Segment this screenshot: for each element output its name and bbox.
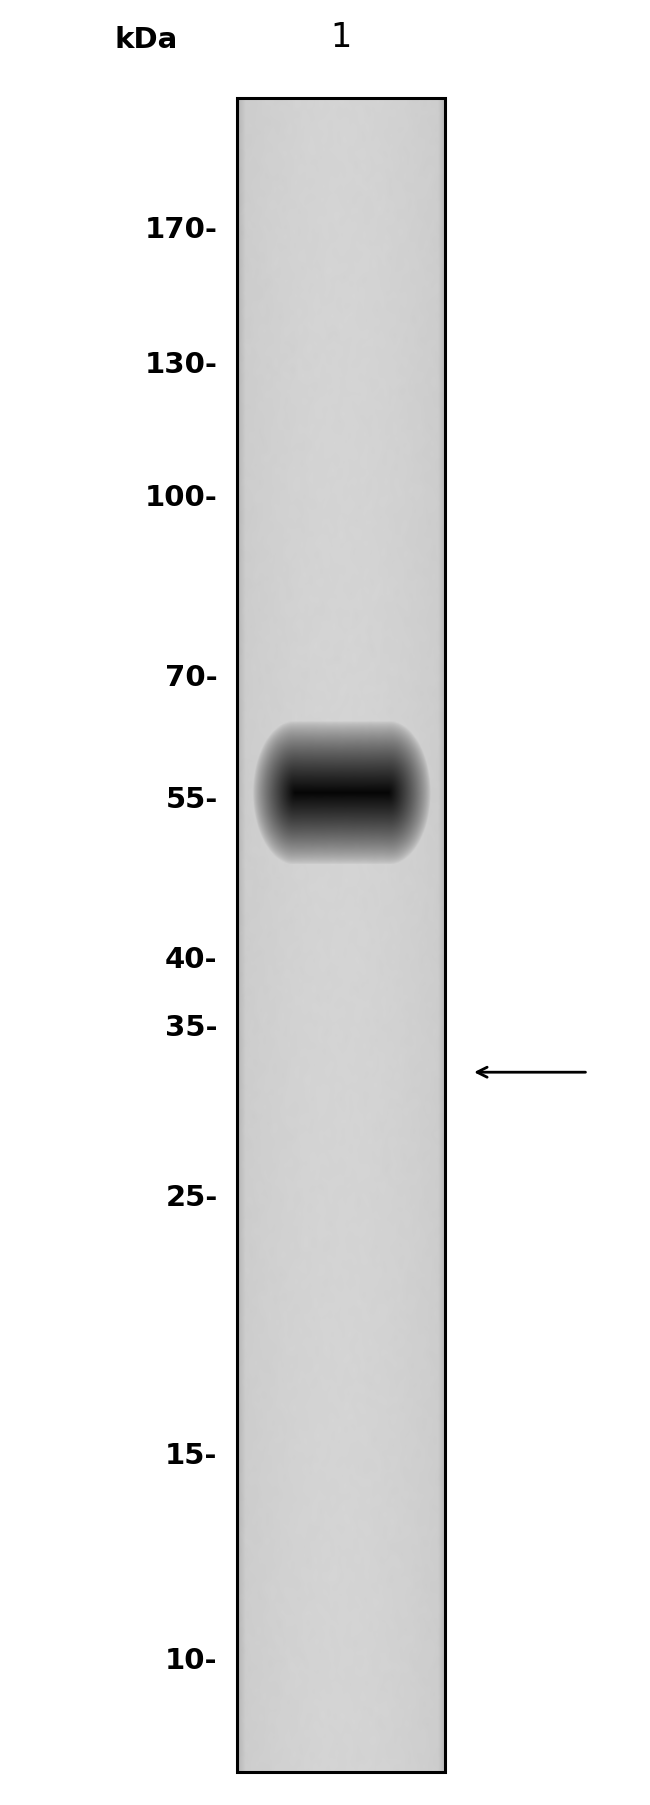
- Bar: [237, 99, 445, 1773]
- Text: 40-: 40-: [165, 946, 218, 975]
- Text: 70-: 70-: [165, 664, 218, 691]
- Text: 35-: 35-: [165, 1013, 218, 1041]
- Text: 25-: 25-: [165, 1184, 218, 1211]
- Text: 55-: 55-: [165, 785, 218, 814]
- Text: 15-: 15-: [165, 1440, 218, 1469]
- Text: 10-: 10-: [165, 1646, 218, 1673]
- Text: kDa: kDa: [114, 25, 178, 54]
- Text: 170-: 170-: [145, 215, 218, 244]
- Text: 100-: 100-: [145, 484, 218, 511]
- Text: 1: 1: [331, 22, 352, 54]
- Text: 130-: 130-: [145, 350, 218, 379]
